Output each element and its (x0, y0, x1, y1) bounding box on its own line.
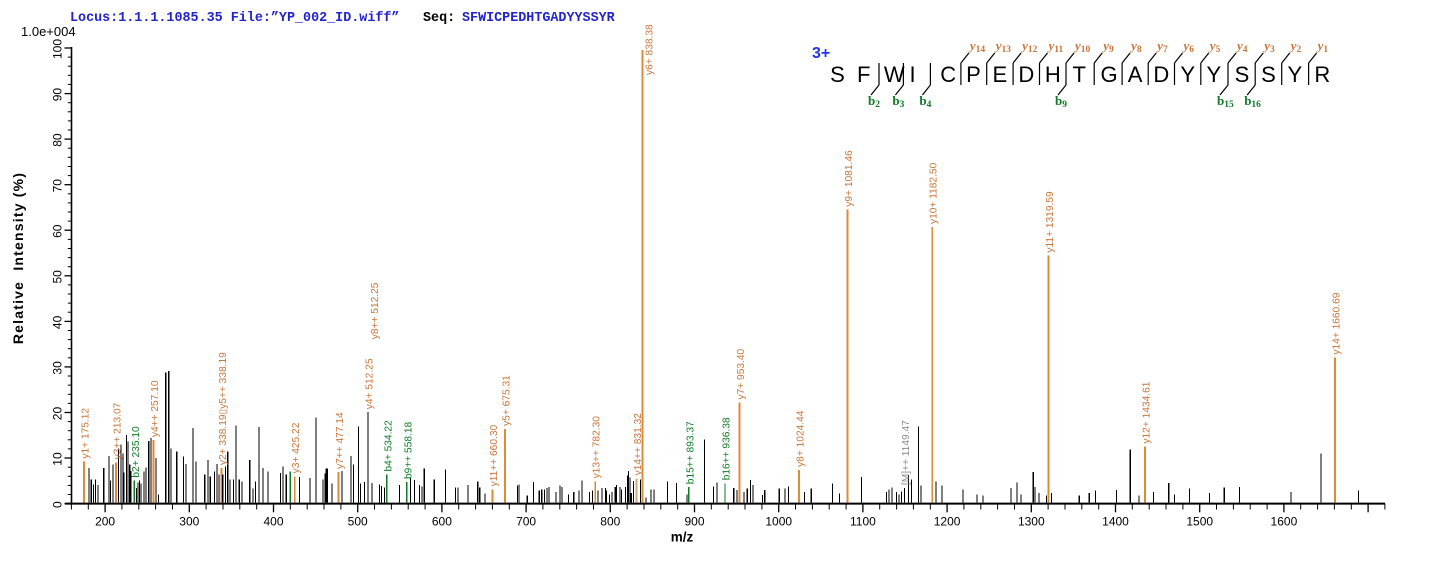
svg-text:700: 700 (516, 515, 536, 529)
svg-text:1200: 1200 (934, 515, 961, 529)
svg-text:50: 50 (51, 270, 65, 284)
svg-text:D: D (1018, 62, 1034, 87)
svg-text:y13++ 782.30: y13++ 782.30 (592, 416, 603, 479)
svg-text:F: F (857, 62, 870, 87)
svg-text:W: W (884, 62, 905, 87)
svg-text:500: 500 (348, 515, 368, 529)
svg-text:y6+ 838.38: y6+ 838.38 (645, 24, 656, 75)
svg-text:300: 300 (179, 515, 199, 529)
svg-text:H: H (1045, 62, 1061, 87)
svg-text:y1: y1 (1316, 38, 1329, 55)
svg-text:1100: 1100 (850, 515, 876, 529)
svg-text:1600: 1600 (1271, 515, 1298, 529)
svg-text:y10+ 1182.50: y10+ 1182.50 (929, 162, 940, 224)
svg-text:30: 30 (51, 361, 65, 375)
svg-text:y4: y4 (1235, 38, 1248, 55)
svg-text:b4: b4 (919, 93, 931, 110)
svg-text:90: 90 (51, 88, 65, 102)
svg-text:Seq:: Seq: (423, 11, 455, 26)
svg-text:20: 20 (51, 407, 65, 421)
svg-text:400: 400 (263, 515, 283, 529)
svg-text:b4+ 534.22: b4+ 534.22 (383, 420, 394, 472)
svg-text:y12+ 1434.61: y12+ 1434.61 (1142, 381, 1153, 443)
svg-text:y9+ 1081.46: y9+ 1081.46 (844, 150, 855, 207)
svg-text:Y: Y (1288, 62, 1303, 87)
svg-text:R: R (1314, 62, 1330, 87)
svg-text:b16++ 936.38: b16++ 936.38 (722, 417, 733, 480)
svg-text:y8++ 512.25: y8++ 512.25 (370, 282, 381, 339)
svg-text:100: 100 (51, 39, 65, 59)
svg-text:b16: b16 (1244, 93, 1261, 110)
svg-text:S: S (830, 62, 845, 87)
svg-text:y4++ 257.10: y4++ 257.10 (150, 380, 161, 437)
svg-text:y14++ 831.32: y14++ 831.32 (633, 413, 644, 476)
svg-text:y8: y8 (1129, 38, 1142, 55)
svg-text:C: C (940, 62, 956, 87)
svg-text:b3: b3 (892, 93, 904, 110)
svg-text:y3+ 425.22: y3+ 425.22 (291, 422, 302, 473)
svg-text:800: 800 (600, 515, 620, 529)
svg-text:P: P (966, 62, 981, 87)
svg-text:m/z: m/z (671, 530, 694, 545)
svg-text:y2+ 338.19▯y5++ 338.19: y2+ 338.19▯y5++ 338.19 (218, 352, 229, 465)
svg-text:80: 80 (51, 133, 65, 147)
svg-text:b2: b2 (868, 93, 880, 110)
svg-text:y8+ 1024.44: y8+ 1024.44 (796, 410, 807, 467)
svg-text:D: D (1153, 62, 1169, 87)
svg-text:0: 0 (51, 501, 65, 508)
svg-text:y11+ 1319.59: y11+ 1319.59 (1045, 191, 1056, 253)
svg-text:b15: b15 (1217, 93, 1234, 110)
svg-text:600: 600 (432, 515, 452, 529)
svg-text:y12: y12 (1020, 38, 1038, 55)
svg-text:1300: 1300 (1018, 515, 1045, 529)
svg-text:70: 70 (51, 179, 65, 193)
svg-text:y3: y3 (1262, 38, 1275, 55)
svg-text:y3++ 213.07: y3++ 213.07 (112, 402, 123, 459)
svg-text:A: A (1128, 62, 1143, 87)
svg-text:G: G (1101, 62, 1118, 87)
svg-text:y10: y10 (1073, 38, 1091, 55)
svg-text:y7: y7 (1155, 38, 1168, 55)
svg-text:b9++ 558.18: b9++ 558.18 (403, 421, 414, 479)
svg-text:y5: y5 (1208, 38, 1221, 55)
svg-text:Y: Y (1180, 62, 1195, 87)
svg-text:y2: y2 (1289, 38, 1302, 55)
svg-text:S: S (1235, 62, 1250, 87)
svg-text:200: 200 (95, 515, 115, 529)
svg-text:y7+ 953.40: y7+ 953.40 (736, 348, 747, 399)
svg-text:900: 900 (684, 515, 704, 529)
svg-text:T: T (1072, 62, 1085, 87)
svg-text:SFWICPEDHTGADYYSSYR: SFWICPEDHTGADYYSSYR (462, 11, 616, 26)
svg-text:b2+ 235.10: b2+ 235.10 (131, 426, 142, 478)
svg-text:1000: 1000 (765, 515, 792, 529)
svg-text:b9: b9 (1055, 93, 1067, 110)
svg-text:Y: Y (1207, 62, 1222, 87)
svg-text:S: S (1261, 62, 1276, 87)
svg-text:1400: 1400 (1102, 515, 1129, 529)
svg-text:y6: y6 (1182, 38, 1195, 55)
svg-text:E: E (993, 62, 1008, 87)
svg-text:y11++ 660.30: y11++ 660.30 (489, 425, 500, 487)
svg-text:y14: y14 (968, 38, 986, 55)
svg-text:y1+ 175.12: y1+ 175.12 (81, 408, 92, 459)
svg-text:y13: y13 (994, 38, 1012, 55)
svg-text:1500: 1500 (1186, 515, 1213, 529)
svg-text:b15++ 893.37: b15++ 893.37 (685, 421, 696, 484)
svg-text:Relative Intensity (%): Relative Intensity (%) (10, 172, 26, 344)
svg-text:I: I (910, 62, 916, 87)
svg-text:y14+ 1660.69: y14+ 1660.69 (1332, 292, 1343, 354)
svg-text:10: 10 (51, 452, 65, 466)
svg-text:y9: y9 (1101, 38, 1114, 55)
svg-text:1.0e+004: 1.0e+004 (21, 24, 76, 39)
svg-text:60: 60 (51, 224, 65, 238)
svg-text:3+: 3+ (812, 45, 830, 62)
svg-text:y11: y11 (1047, 38, 1064, 55)
svg-text:[M]++ 1149.47: [M]++ 1149.47 (901, 420, 912, 485)
svg-text:y4+ 512.25: y4+ 512.25 (365, 358, 376, 409)
svg-text:y7++ 477.14: y7++ 477.14 (335, 412, 346, 469)
svg-text:Locus:1.1.1.1085.35 File:”YP_0: Locus:1.1.1.1085.35 File:”YP_002_ID.wiff… (70, 11, 399, 26)
svg-text:40: 40 (51, 315, 65, 329)
svg-text:y5+ 675.31: y5+ 675.31 (502, 375, 513, 426)
